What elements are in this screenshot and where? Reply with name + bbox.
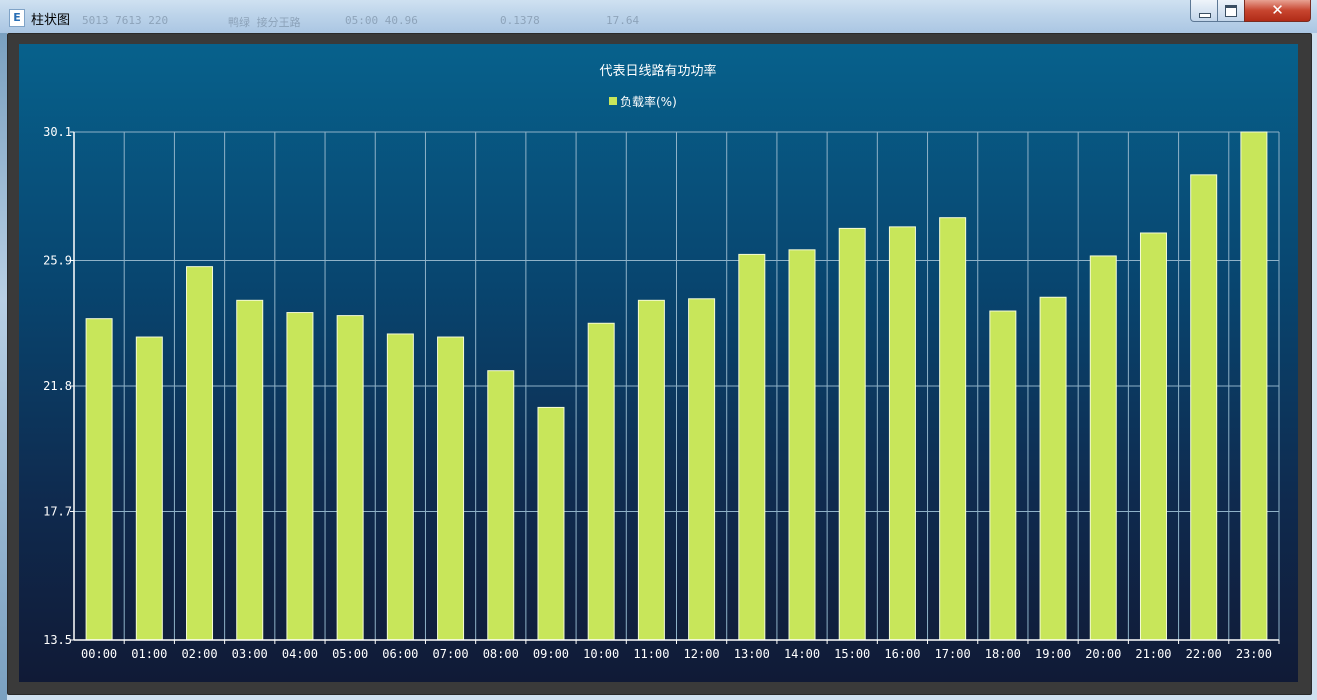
window-left-edge bbox=[0, 33, 7, 700]
app-icon: E bbox=[9, 9, 25, 27]
x-tick-label: 16:00 bbox=[884, 647, 920, 661]
x-tick-label: 02:00 bbox=[181, 647, 217, 661]
minimize-icon bbox=[1199, 13, 1211, 18]
bar bbox=[939, 217, 967, 641]
x-tick-label: 21:00 bbox=[1135, 647, 1171, 661]
y-tick-label: 30.1 bbox=[43, 125, 72, 139]
bar bbox=[888, 226, 916, 641]
close-icon: ✕ bbox=[1271, 1, 1284, 19]
x-tick-label: 06:00 bbox=[382, 647, 418, 661]
x-tick-label: 23:00 bbox=[1236, 647, 1272, 661]
bar bbox=[738, 253, 766, 641]
background-text: 鸭绿 接分王路 bbox=[228, 16, 301, 29]
x-tick-label: 17:00 bbox=[935, 647, 971, 661]
x-tick-label: 14:00 bbox=[784, 647, 820, 661]
bar bbox=[386, 333, 414, 641]
bar bbox=[85, 318, 113, 641]
bar bbox=[637, 299, 665, 641]
bar bbox=[186, 266, 214, 641]
background-text: 17.64 bbox=[606, 14, 640, 27]
x-tick-label: 10:00 bbox=[583, 647, 619, 661]
background-text: 0.1378 bbox=[500, 14, 540, 27]
title-bar: E 柱状图 5013 7613 220 鸭绿 接分王路 05:00 40.96 … bbox=[0, 0, 1317, 33]
bar bbox=[286, 312, 314, 641]
y-tick-label: 13.5 bbox=[43, 633, 72, 647]
maximize-button[interactable] bbox=[1217, 0, 1245, 22]
bar bbox=[236, 299, 264, 641]
y-tick-label: 25.9 bbox=[43, 254, 72, 268]
x-tick-label: 00:00 bbox=[81, 647, 117, 661]
x-tick-label: 09:00 bbox=[533, 647, 569, 661]
bar bbox=[788, 249, 816, 641]
x-tick-label: 12:00 bbox=[684, 647, 720, 661]
window-title: 柱状图 bbox=[31, 13, 71, 28]
bar bbox=[1039, 296, 1067, 641]
bar bbox=[688, 298, 716, 641]
chart-title: 代表日线路有功功率 bbox=[599, 63, 716, 79]
bar bbox=[487, 370, 515, 641]
bar bbox=[336, 315, 364, 641]
x-tick-label: 19:00 bbox=[1035, 647, 1071, 661]
x-tick-label: 05:00 bbox=[332, 647, 368, 661]
background-text: 05:00 40.96 bbox=[345, 14, 418, 27]
x-tick-label: 08:00 bbox=[483, 647, 519, 661]
x-tick-label: 01:00 bbox=[131, 647, 167, 661]
bar bbox=[838, 227, 866, 641]
bar bbox=[437, 336, 465, 641]
background-text: 5013 7613 220 bbox=[82, 14, 169, 27]
close-button[interactable]: ✕ bbox=[1244, 0, 1311, 22]
x-tick-label: 03:00 bbox=[232, 647, 268, 661]
legend-swatch bbox=[609, 97, 617, 105]
bar bbox=[587, 322, 615, 641]
x-tick-label: 13:00 bbox=[734, 647, 770, 661]
y-tick-label: 21.8 bbox=[43, 379, 72, 393]
bar bbox=[1139, 232, 1167, 641]
x-tick-label: 11:00 bbox=[633, 647, 669, 661]
bar bbox=[537, 406, 565, 641]
bar bbox=[1240, 131, 1268, 641]
maximize-icon bbox=[1225, 5, 1237, 17]
legend-label: 负载率(%) bbox=[620, 94, 677, 109]
bar bbox=[1089, 255, 1117, 641]
x-tick-label: 18:00 bbox=[985, 647, 1021, 661]
bar bbox=[1190, 174, 1218, 641]
bar bbox=[989, 310, 1017, 641]
x-tick-label: 04:00 bbox=[282, 647, 318, 661]
x-tick-label: 15:00 bbox=[834, 647, 870, 661]
y-tick-label: 17.7 bbox=[43, 504, 72, 518]
x-tick-label: 22:00 bbox=[1186, 647, 1222, 661]
x-tick-label: 20:00 bbox=[1085, 647, 1121, 661]
bar bbox=[135, 336, 163, 641]
x-tick-label: 07:00 bbox=[433, 647, 469, 661]
